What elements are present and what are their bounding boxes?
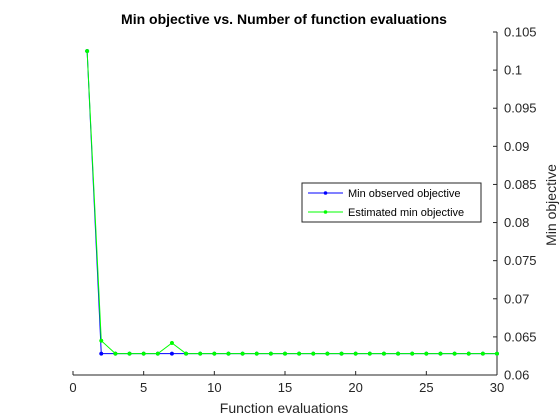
series-2-point	[85, 49, 90, 54]
x-axis-label: Function evaluations	[220, 400, 348, 416]
y-tick-label: 0.1	[504, 63, 522, 78]
y-tick-label: 0.09	[504, 139, 529, 154]
x-tick-label: 10	[207, 380, 221, 395]
legend-marker-2	[323, 210, 328, 214]
legend-label-1: Min observed objective	[348, 188, 461, 200]
x-tick-label: 15	[278, 380, 292, 395]
series-line-2	[86, 51, 497, 355]
series-2-point	[396, 351, 401, 356]
series-2-point	[212, 351, 217, 356]
y-tick-label: 0.08	[504, 215, 529, 230]
y-tick-label: 0.06	[504, 368, 529, 383]
x-tick-label: 5	[140, 380, 147, 395]
series-2-point	[367, 351, 372, 356]
series-2-point	[452, 351, 457, 356]
series-2-point	[424, 351, 429, 356]
legend-box	[301, 182, 482, 223]
x-tick-label: 25	[419, 380, 433, 395]
legend-label-2: Estimated min objective	[348, 207, 464, 219]
series-2-point	[353, 351, 358, 356]
series-2-point	[410, 351, 415, 356]
series-2-point	[113, 351, 118, 356]
series-2-point	[240, 351, 245, 356]
series-2-point	[198, 351, 203, 356]
series-2-point	[480, 351, 485, 356]
series-2-point	[127, 351, 132, 356]
series-2-point	[282, 351, 288, 356]
series-2-point	[254, 351, 259, 356]
series-2-point	[268, 351, 273, 356]
y-tick-label: 0.085	[504, 177, 537, 192]
x-tick-label: 20	[348, 380, 362, 395]
series-1-point	[99, 351, 104, 356]
series-2-point	[141, 351, 146, 356]
series-2-point	[169, 340, 174, 346]
legend: Min observed objective Estimated min obje…	[301, 182, 482, 223]
y-axis-label: Min objective	[543, 164, 559, 246]
series-2-point	[311, 351, 316, 356]
series-2-point	[155, 351, 160, 356]
chart-title: Min objective vs. Number of function eva…	[121, 11, 447, 27]
axes: 0 5 10 15 20 25 300.06 0.065 0.07 0.075 0.08 0.085 0…	[69, 25, 536, 396]
y-tick-label: 0.095	[504, 101, 537, 116]
series-layer	[85, 49, 500, 356]
series-2-point	[325, 351, 330, 356]
x-tick-label: 0	[69, 380, 76, 395]
series-2-point	[466, 351, 471, 356]
series-2-point	[184, 351, 189, 356]
series-2-point	[99, 338, 104, 343]
series-2-point	[438, 351, 443, 356]
y-tick-label: 0.075	[504, 253, 537, 268]
series-1-point	[169, 351, 174, 356]
series-2-point	[339, 351, 344, 356]
series-2-point	[226, 351, 231, 356]
y-tick-label: 0.07	[504, 291, 529, 306]
series-2-point	[494, 351, 500, 356]
y-tick-label: 0.105	[504, 25, 537, 40]
series-2-point	[297, 351, 302, 356]
x-tick-label: 30	[490, 380, 504, 395]
y-tick-label: 0.065	[504, 329, 537, 344]
series-2-point	[381, 351, 386, 356]
legend-marker-1	[323, 191, 328, 195]
